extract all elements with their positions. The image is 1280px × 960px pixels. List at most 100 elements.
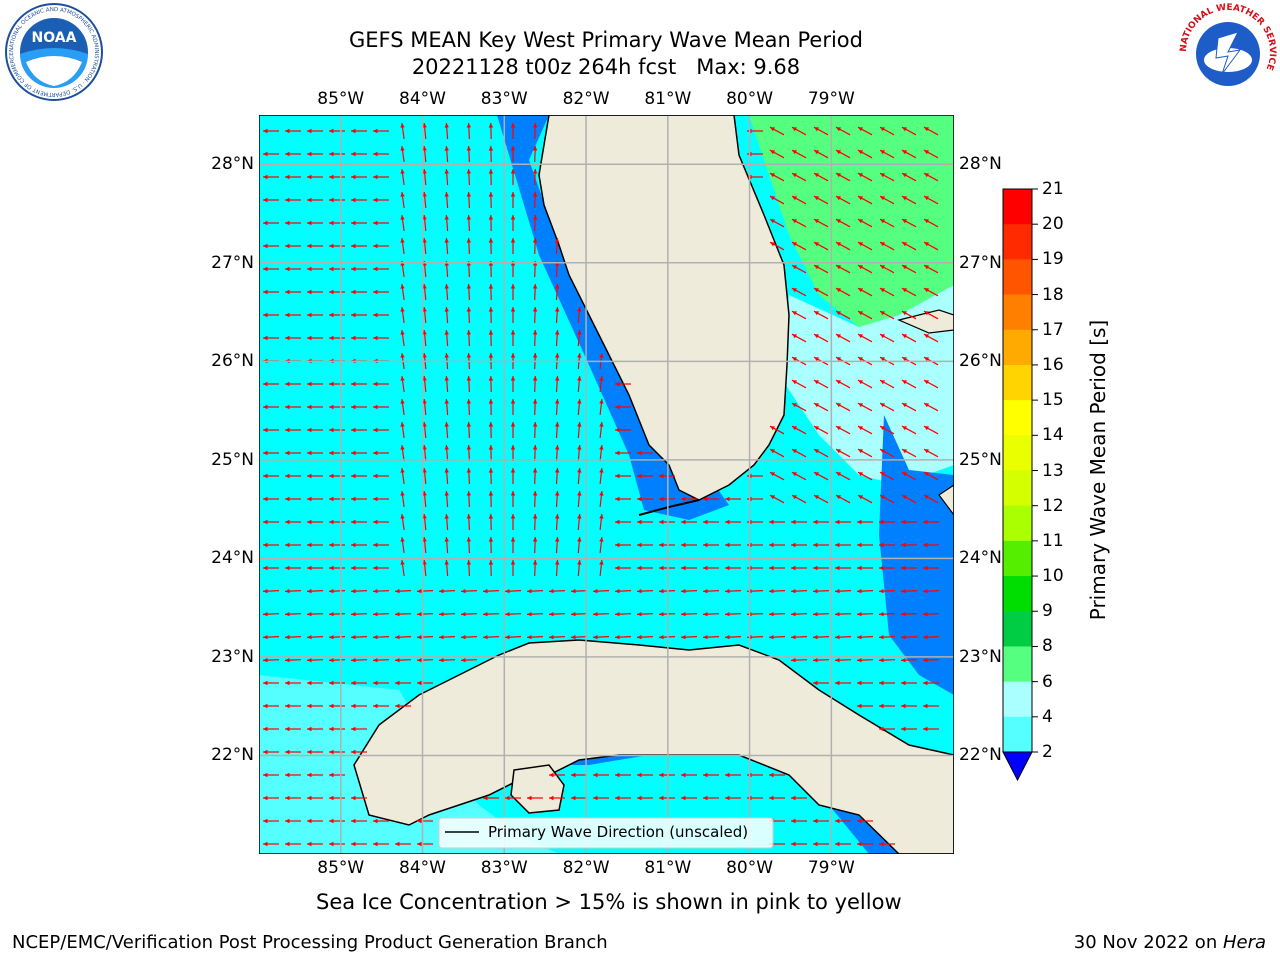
wave-arrow-head — [422, 468, 427, 473]
wave-arrow-head — [659, 542, 664, 548]
axis-tick-label: 23°N — [959, 646, 1002, 667]
wave-arrow-head — [329, 703, 334, 709]
wave-arrow-head — [858, 219, 863, 224]
wave-arrow-head — [858, 150, 863, 155]
wave-arrow-head — [836, 127, 841, 132]
wave-arrow-head — [351, 635, 356, 640]
wave-arrow-head — [263, 404, 268, 410]
wave-arrow-head — [858, 495, 863, 500]
wave-arrow-head — [422, 215, 427, 220]
wave-arrow-head — [263, 496, 268, 502]
wave-arrow-head — [285, 404, 290, 410]
wave-arrow-head — [836, 380, 841, 385]
wave-arrow-head — [285, 818, 290, 824]
wave-arrow-head — [510, 468, 516, 473]
wave-arrow-head — [444, 353, 449, 358]
wave-arrow-head — [329, 612, 334, 617]
wave-arrow-head — [422, 422, 427, 427]
wave-arrow-head — [285, 197, 290, 203]
wave-arrow-head — [836, 196, 841, 201]
wave-arrow-head — [813, 841, 818, 847]
wave-arrow-head — [373, 703, 378, 709]
wave-arrow-head — [400, 330, 405, 335]
wave-arrow-head — [792, 495, 797, 500]
wave-arrow-head — [307, 818, 312, 824]
wave-arrow-head — [263, 542, 268, 548]
wave-arrow-head — [329, 542, 334, 548]
wave-arrow-head — [725, 496, 730, 502]
wave-arrow-head — [703, 772, 708, 778]
wave-arrow-head — [593, 612, 598, 617]
wave-arrow-head — [770, 495, 775, 500]
wave-arrow-head — [880, 380, 885, 385]
wave-arrow-head — [577, 422, 582, 427]
wave-arrow-head — [858, 449, 863, 454]
colorbar-segment — [1003, 224, 1032, 260]
wave-arrow-head — [637, 519, 642, 525]
wave-arrow-head — [813, 635, 818, 640]
wave-arrow-head — [395, 612, 400, 617]
wave-arrow-head — [307, 151, 312, 157]
wave-arrow-head — [400, 376, 405, 381]
wave-arrow-head — [792, 449, 797, 454]
wave-arrow-head — [395, 589, 400, 594]
wave-arrow-head — [285, 565, 290, 571]
colorbar-segment — [1003, 611, 1032, 647]
wave-arrow-head — [400, 192, 405, 197]
wave-arrow-head — [571, 772, 576, 778]
wave-arrow-head — [835, 680, 840, 686]
wave-arrow-head — [814, 311, 819, 316]
wave-arrow-head — [879, 841, 884, 847]
wave-arrow-head — [769, 635, 774, 640]
wave-arrow-head — [880, 449, 885, 454]
wave-arrow-head — [659, 772, 664, 778]
wave-arrow-head — [510, 330, 516, 335]
wave-arrow-head — [488, 560, 494, 565]
wave-arrow-head — [488, 238, 494, 243]
wave-arrow-head — [901, 680, 906, 686]
wave-arrow-head — [488, 215, 494, 220]
wave-arrow-head — [263, 841, 268, 847]
wave-arrow-head — [615, 795, 620, 801]
wave-arrow-head — [510, 376, 516, 381]
wave-arrow-head — [814, 334, 819, 339]
wave-arrow-head — [510, 422, 516, 427]
wave-arrow-head — [703, 635, 708, 640]
wave-arrow-head — [532, 514, 538, 519]
wave-arrow-head — [555, 307, 560, 312]
wave-arrow-head — [902, 242, 907, 247]
wave-arrow-head — [329, 174, 334, 180]
wave-arrow-head — [466, 330, 471, 335]
wave-arrow-head — [422, 514, 427, 519]
wave-arrow-head — [422, 307, 427, 312]
wave-arrow-head — [880, 311, 885, 316]
wave-arrow-head — [400, 399, 405, 404]
wave-arrow-head — [373, 542, 378, 548]
wave-arrow-head — [637, 565, 642, 571]
wave-arrow-head — [770, 242, 775, 247]
wave-arrow-head — [263, 612, 268, 617]
colorbar-segment — [1003, 435, 1032, 471]
wave-arrow-head — [285, 703, 290, 709]
colorbar-tick-label: 21 — [1042, 179, 1064, 199]
wave-arrow-head — [307, 795, 312, 801]
wave-arrow-head — [488, 123, 494, 128]
wave-arrow-head — [555, 445, 560, 450]
wave-arrow-head — [307, 703, 312, 709]
wave-arrow-head — [466, 537, 471, 542]
wave-arrow-head — [307, 726, 312, 732]
wave-arrow-head — [769, 589, 774, 594]
wave-arrow-head — [593, 795, 598, 801]
wave-arrow-head — [307, 427, 312, 433]
wave-arrow-head — [571, 635, 576, 640]
wave-arrow-head — [879, 658, 884, 663]
wave-direction-arrows — [262, 122, 940, 847]
wave-arrow-head — [466, 468, 471, 473]
wave-arrow-head — [373, 635, 378, 640]
wave-arrow-head — [857, 680, 862, 686]
wave-arrow-head — [329, 565, 334, 571]
wave-arrow-head — [532, 422, 538, 427]
wave-arrow-head — [329, 450, 334, 456]
wave-arrow-head — [422, 169, 427, 174]
wave-arrow-head — [285, 450, 290, 456]
